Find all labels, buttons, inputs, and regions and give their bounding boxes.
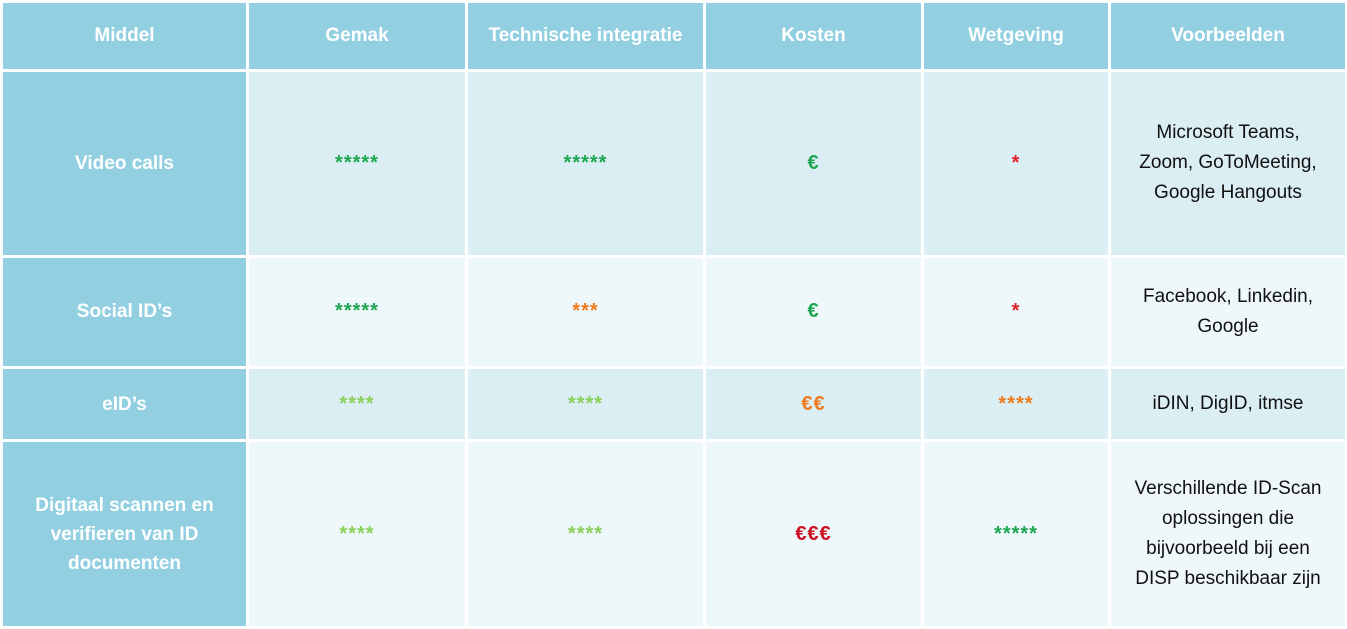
- row-label-social-ids: Social ID’s: [3, 257, 246, 367]
- rating-stars: *: [1011, 151, 1021, 174]
- row-label-eids: eID’s: [3, 369, 246, 440]
- voorbeelden-line: oplossingen die: [1161, 508, 1295, 530]
- voorbeelden-cell: Facebook, Linkedin, Google: [1111, 257, 1345, 367]
- header-technische-integratie: Technische integratie: [468, 3, 703, 69]
- table-row: eID’s **** **** €€ **** iDIN, DigID, itm…: [3, 369, 1345, 440]
- wetgeving-rating: *: [924, 72, 1108, 255]
- rating-stars: *****: [563, 151, 608, 174]
- rating-stars: *****: [994, 522, 1038, 545]
- cost-symbol: €€€: [795, 522, 832, 545]
- voorbeelden-cell: Microsoft Teams, Zoom, GoToMeeting, Goog…: [1111, 72, 1345, 255]
- integratie-rating: *****: [468, 72, 703, 255]
- wetgeving-rating: *****: [924, 442, 1108, 626]
- voorbeelden-line: Microsoft Teams,: [1156, 122, 1300, 144]
- integratie-rating: ***: [468, 257, 703, 367]
- rating-stars: ****: [339, 522, 375, 545]
- cost-symbol: €€: [801, 392, 826, 415]
- table-row: Social ID’s ***** *** € * Facebook, Link…: [3, 257, 1345, 367]
- kosten-rating: €€: [706, 369, 921, 440]
- row-label-line: documenten: [68, 552, 181, 574]
- cost-symbol: €: [807, 300, 820, 323]
- rating-stars: ****: [567, 392, 604, 415]
- voorbeelden-line: Verschillende ID-Scan: [1134, 478, 1322, 500]
- rating-stars: ****: [339, 392, 375, 415]
- header-wetgeving: Wetgeving: [924, 3, 1108, 69]
- wetgeving-rating: ****: [924, 369, 1108, 440]
- voorbeelden-line: iDIN, DigID, itmse: [1152, 393, 1304, 415]
- table-row: Digitaal scannen en verifieren van ID do…: [3, 442, 1345, 626]
- gemak-rating: *****: [249, 72, 465, 255]
- rating-stars: ****: [567, 522, 604, 545]
- row-label-video-calls: Video calls: [3, 72, 246, 255]
- kosten-rating: €: [706, 72, 921, 255]
- row-label-digitaal-scannen: Digitaal scannen en verifieren van ID do…: [3, 442, 246, 626]
- rating-stars: *****: [335, 300, 379, 323]
- row-label-line: Digitaal scannen en: [35, 494, 214, 516]
- voorbeelden-line: bijvoorbeeld bij een: [1146, 538, 1310, 560]
- table-row: Video calls ***** ***** € * Microsoft Te…: [3, 72, 1345, 255]
- integratie-rating: ****: [468, 442, 703, 626]
- kosten-rating: €: [706, 257, 921, 367]
- header-middel: Middel: [3, 3, 246, 69]
- gemak-rating: ****: [249, 442, 465, 626]
- row-label-line: verifieren van ID: [50, 523, 199, 545]
- gemak-rating: ****: [249, 369, 465, 440]
- kosten-rating: €€€: [706, 442, 921, 626]
- voorbeelden-line: Zoom, GoToMeeting,: [1139, 152, 1317, 174]
- cost-symbol: €: [807, 151, 820, 174]
- integratie-rating: ****: [468, 369, 703, 440]
- voorbeelden-line: DISP beschikbaar zijn: [1135, 568, 1321, 590]
- header-row: Middel Gemak Technische integratie Koste…: [3, 3, 1345, 69]
- voorbeelden-cell: Verschillende ID-Scan oplossingen die bi…: [1111, 442, 1345, 626]
- header-kosten: Kosten: [706, 3, 921, 69]
- rating-stars: ***: [572, 300, 599, 323]
- wetgeving-rating: *: [924, 257, 1108, 367]
- voorbeelden-cell: iDIN, DigID, itmse: [1111, 369, 1345, 440]
- voorbeelden-line: Google: [1197, 315, 1259, 337]
- header-voorbeelden: Voorbeelden: [1111, 3, 1345, 69]
- rating-stars: *: [1011, 300, 1021, 323]
- rating-stars: ****: [998, 392, 1034, 415]
- voorbeelden-line: Facebook, Linkedin,: [1142, 285, 1314, 307]
- rating-stars: *****: [335, 151, 379, 174]
- voorbeelden-line: Google Hangouts: [1154, 182, 1302, 204]
- header-gemak: Gemak: [249, 3, 465, 69]
- gemak-rating: *****: [249, 257, 465, 367]
